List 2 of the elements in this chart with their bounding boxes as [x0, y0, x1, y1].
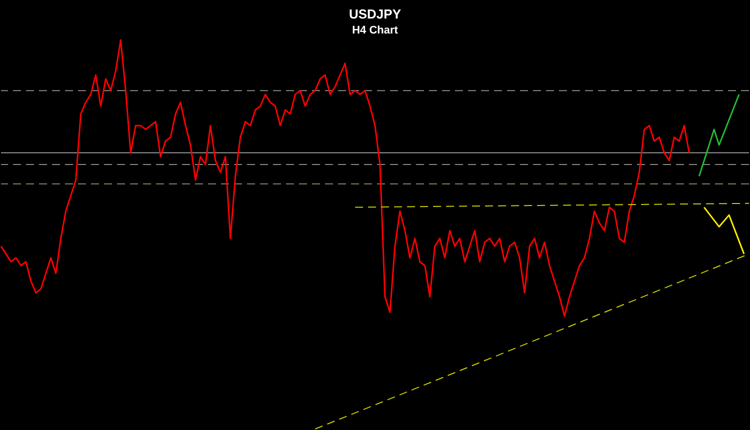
- chart-title: USDJPY: [348, 6, 402, 22]
- chart-subtitle: H4 Chart: [352, 24, 398, 36]
